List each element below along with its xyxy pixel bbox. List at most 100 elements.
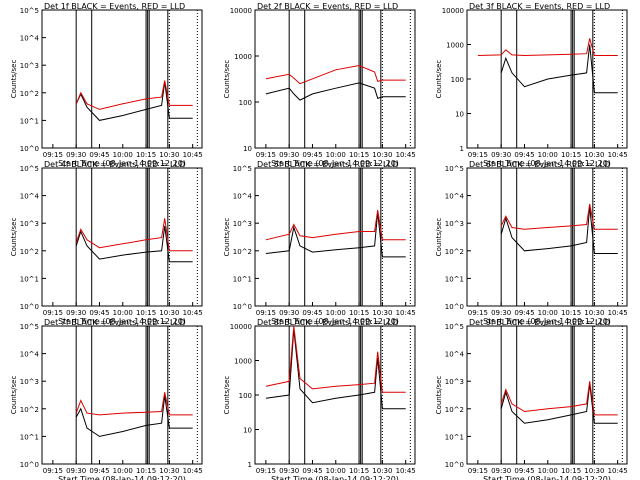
y-tick-label: 100 (239, 99, 252, 107)
y-tick-label: 10 (243, 427, 252, 435)
plot-frame (466, 167, 628, 307)
y-tick-label: 10^0 (20, 303, 39, 311)
series-line-lld (265, 64, 406, 85)
x-tick-label: 09:30 (66, 309, 86, 317)
x-tick-label: 09:15 (256, 467, 276, 475)
y-tick-label: 1 (248, 461, 252, 469)
plot-title: Det 1f BLACK = Events, RED = LLD (44, 2, 185, 11)
series-line-lld (265, 209, 406, 241)
y-tick-label: 10^3 (20, 220, 39, 228)
y-axis-label: Counts/sec (435, 376, 443, 415)
plot-frame (41, 325, 203, 465)
x-tick-label: 09:45 (89, 309, 109, 317)
y-tick-label: 10^5 (445, 323, 464, 331)
series-line-lld (477, 38, 618, 57)
y-tick-label: 10^5 (233, 165, 252, 173)
x-tick-label: 09:45 (302, 467, 322, 475)
y-tick-label: 10^4 (20, 351, 40, 359)
plot-title: Det 5f BLACK = Events, RED = LLD (257, 160, 398, 169)
x-tick-label: 10:00 (538, 467, 558, 475)
y-tick-label: 10^0 (20, 145, 39, 153)
x-axis-label: Start Time (08-Jan-14 09:12:20) (58, 159, 186, 168)
y-tick-label: 10^1 (20, 117, 39, 125)
series-line-events (75, 395, 193, 437)
plot-frame (466, 325, 628, 465)
y-axis-label: Counts/sec (223, 218, 231, 257)
x-tick-label: 09:30 (66, 467, 86, 475)
plot-title: Det 9f BLACK = Events, RED = LLD (469, 318, 610, 327)
x-tick-label: 09:45 (514, 309, 534, 317)
x-tick-label: 10:45 (183, 309, 203, 317)
x-tick-label: 09:30 (279, 467, 299, 475)
plot-title: Det 7f BLACK = Events, RED = LLD (44, 318, 185, 327)
y-tick-label: 100 (451, 76, 464, 84)
y-tick-label: 10^0 (445, 303, 464, 311)
x-tick-label: 10:30 (159, 309, 179, 317)
plot-frame (41, 9, 203, 149)
y-tick-label: 10^1 (20, 275, 39, 283)
x-tick-label: 09:15 (43, 151, 63, 159)
x-tick-label: 10:45 (608, 309, 628, 317)
y-axis-label: Counts/sec (435, 218, 443, 257)
x-tick-label: 10:15 (349, 467, 369, 475)
x-tick-label: 10:45 (396, 467, 416, 475)
y-tick-label: 10^2 (20, 248, 39, 256)
y-tick-label: 10^0 (20, 461, 39, 469)
y-tick-label: 10^1 (445, 433, 464, 441)
x-tick-label: 09:15 (256, 151, 276, 159)
series-line-lld (75, 80, 193, 110)
x-tick-label: 10:45 (396, 151, 416, 159)
x-axis-label: Start Time (08-Jan-14 09:12:20) (58, 317, 186, 326)
x-tick-label: 09:15 (43, 309, 63, 317)
y-tick-label: 10000 (442, 7, 464, 15)
y-tick-label: 10^2 (20, 90, 39, 98)
x-tick-label: 10:30 (584, 151, 604, 159)
x-tick-label: 09:30 (491, 309, 511, 317)
plot-frame (254, 167, 416, 307)
x-tick-label: 10:45 (608, 467, 628, 475)
y-tick-label: 10^3 (445, 220, 464, 228)
x-axis-label: Start Time (08-Jan-14 09:12:20) (58, 475, 186, 480)
plot-frame (254, 325, 416, 465)
y-tick-label: 10000 (230, 7, 252, 15)
y-axis-label: Counts/sec (435, 60, 443, 99)
x-tick-label: 10:00 (326, 467, 346, 475)
x-axis-label: Start Time (08-Jan-14 09:12:20) (271, 317, 399, 326)
x-axis-label: Start Time (08-Jan-14 09:12:20) (483, 317, 611, 326)
plot-title: Det 4f BLACK = Events, RED = LLD (44, 160, 185, 169)
y-axis-label: Counts/sec (10, 60, 18, 99)
series-line-lld (75, 392, 193, 416)
x-tick-label: 10:15 (349, 151, 369, 159)
y-tick-label: 1000 (446, 42, 464, 50)
x-tick-label: 09:15 (468, 467, 488, 475)
plot-title: Det 6f BLACK = Events, RED = LLD (469, 160, 610, 169)
y-tick-label: 1 (460, 145, 464, 153)
x-tick-label: 10:00 (538, 151, 558, 159)
y-tick-label: 1000 (234, 358, 252, 366)
plot-title: Det 8f BLACK = Events, RED = LLD (257, 318, 398, 327)
x-tick-label: 10:45 (608, 151, 628, 159)
y-axis-label: Counts/sec (223, 60, 231, 99)
y-axis-label: Counts/sec (10, 218, 18, 257)
y-tick-label: 10^1 (20, 433, 39, 441)
y-tick-label: 100 (239, 392, 252, 400)
x-tick-label: 10:30 (584, 467, 604, 475)
series-line-events (75, 225, 193, 263)
y-tick-label: 10^5 (445, 165, 464, 173)
x-tick-label: 09:30 (491, 467, 511, 475)
x-tick-label: 10:15 (561, 309, 581, 317)
x-tick-label: 10:30 (159, 151, 179, 159)
x-tick-label: 10:00 (326, 309, 346, 317)
series-line-events (500, 44, 618, 94)
x-tick-label: 09:15 (468, 309, 488, 317)
y-tick-label: 10 (455, 111, 464, 119)
x-tick-label: 09:45 (302, 151, 322, 159)
series-line-events (75, 81, 193, 121)
x-tick-label: 10:15 (561, 151, 581, 159)
series-line-lld (500, 203, 618, 230)
plot-title: Det 3f BLACK = Events, RED = LLD (469, 2, 610, 11)
x-axis-label: Start Time (08-Jan-14 09:12:20) (483, 159, 611, 168)
x-tick-label: 10:30 (372, 151, 392, 159)
y-tick-label: 10^1 (233, 275, 252, 283)
y-tick-label: 10^5 (20, 7, 39, 15)
